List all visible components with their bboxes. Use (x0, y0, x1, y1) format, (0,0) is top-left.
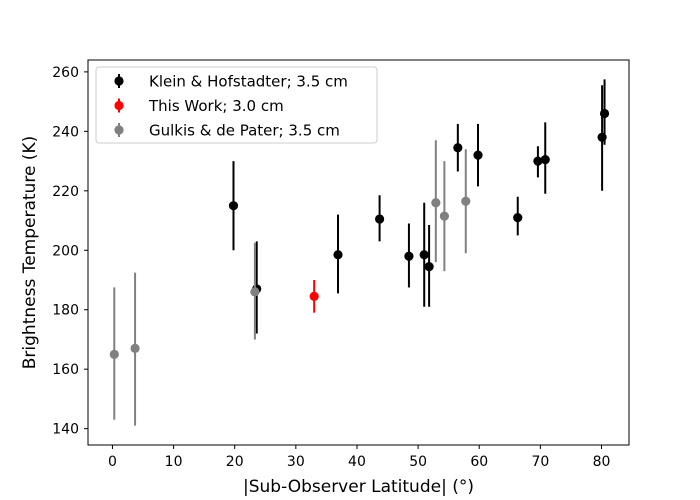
ticks-layer: 0 10 20 30 40 50 60 70 80 140 160 180 200 220 240 260 (52, 65, 610, 470)
legend-label: Klein & Hofstadter; 3.5 cm (149, 73, 348, 91)
y-tick-label: 220 (52, 184, 79, 200)
x-tick-label: 60 (470, 454, 488, 470)
data-point (374, 214, 385, 224)
legend-box (95, 66, 378, 144)
series-layer (109, 79, 610, 426)
series-gulkis-de-pater-3-5-cm (109, 140, 471, 426)
data-point (109, 349, 119, 359)
x-tick-label: 20 (226, 454, 244, 470)
x-tick-label: 0 (108, 454, 117, 470)
data-point (333, 250, 343, 260)
data-point (309, 291, 319, 301)
y-tick-label: 200 (52, 243, 79, 259)
y-tick-label: 240 (52, 124, 79, 140)
x-tick-label: 10 (165, 454, 183, 470)
x-tick-label: 80 (593, 454, 611, 470)
data-point (424, 262, 434, 272)
data-point (461, 196, 471, 206)
y-tick-label: 140 (52, 422, 79, 438)
data-point (228, 201, 239, 211)
series-this-work-3-0-cm (309, 280, 319, 313)
x-axis-label: |Sub-Observer Latitude| (°) (243, 477, 474, 497)
data-point (431, 198, 441, 208)
y-axis-label: Brightness Temperature (K) (20, 136, 40, 369)
y-tick-label: 260 (52, 65, 79, 81)
x-tick-label: 30 (287, 454, 305, 470)
data-point (419, 250, 429, 260)
series-klein-hofstadter-3-5-cm (228, 79, 610, 334)
x-tick-label: 70 (531, 454, 549, 470)
plot-frame (87, 59, 630, 446)
data-point (439, 211, 449, 221)
data-point (250, 287, 260, 297)
y-tick-label: 180 (52, 303, 79, 319)
data-point (473, 150, 483, 160)
data-point (513, 212, 523, 223)
y-tick-label: 160 (52, 362, 79, 378)
data-point (540, 154, 550, 165)
data-point (404, 251, 414, 261)
legend-marker (114, 100, 124, 111)
legend-marker (114, 76, 124, 86)
legend-label: Gulkis & de Pater; 3.5 cm (149, 122, 340, 140)
data-point (533, 156, 543, 166)
data-point (130, 343, 140, 353)
legend: Klein & Hofstadter; 3.5 cm This Work; 3.0… (95, 66, 378, 144)
data-point (599, 108, 610, 119)
x-tick-label: 50 (409, 454, 427, 470)
legend-marker (114, 125, 124, 135)
x-tick-label: 40 (348, 454, 366, 470)
legend-label: This Work; 3.0 cm (148, 97, 284, 115)
data-point (453, 143, 463, 153)
